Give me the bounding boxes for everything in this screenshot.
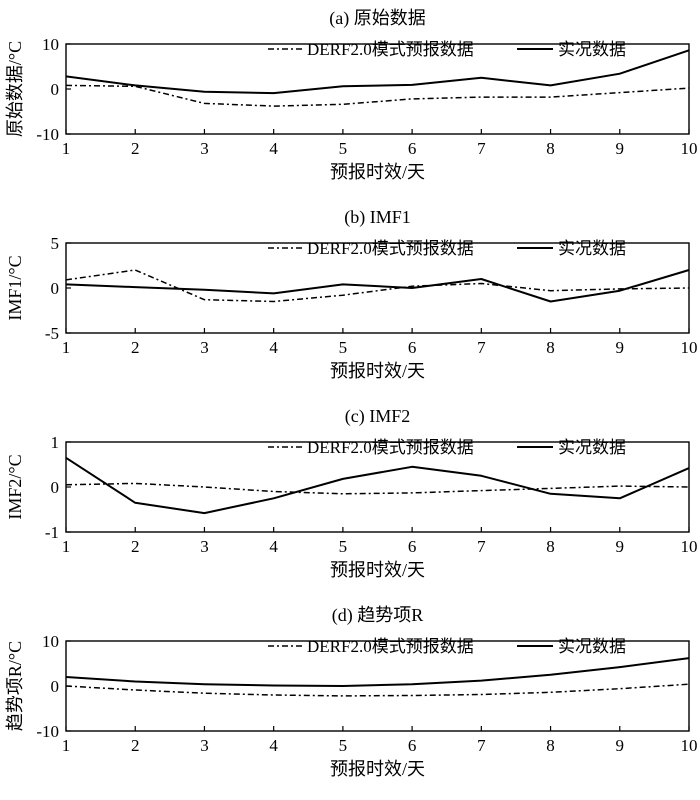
x-tick-label: 10 xyxy=(681,139,698,158)
y-axis-label: IMF1/°C xyxy=(5,255,25,320)
legend-label-1: DERF2.0模式预报数据 xyxy=(307,438,474,457)
chart-panel-2: (b) IMF1 1 2 3 4 5 6 7 8 9 10 -5 0 5 预报时效/天 IMF1/°C DERF… xyxy=(5,207,698,381)
y-tick-label: 0 xyxy=(51,478,60,497)
series-line-2 xyxy=(65,269,690,303)
y-axis-label: IMF2/°C xyxy=(5,454,25,519)
legend: DERF2.0模式预报数据 实况数据 xyxy=(268,637,626,656)
x-tick-label: 5 xyxy=(339,736,348,755)
x-tick-label: 2 xyxy=(131,338,140,357)
y-tick-label: -5 xyxy=(45,324,59,343)
x-tick-label: 9 xyxy=(616,139,625,158)
chart-panel-1: (a) 原始数据 1 2 3 4 5 6 7 8 9 10 -10 0 10 预报时效/天 原始数据/°C DE… xyxy=(5,8,698,182)
x-tick-label: 4 xyxy=(269,139,278,158)
legend: DERF2.0模式预报数据 实况数据 xyxy=(268,40,626,59)
legend: DERF2.0模式预报数据 实况数据 xyxy=(268,239,626,258)
y-tick-label: 0 xyxy=(51,279,60,298)
legend-label-1: DERF2.0模式预报数据 xyxy=(307,40,474,59)
x-tick-label: 9 xyxy=(616,537,625,556)
x-tick-label: 9 xyxy=(616,338,625,357)
x-tick-label: 2 xyxy=(131,537,140,556)
x-axis-label: 预报时效/天 xyxy=(330,361,425,381)
legend-label-2: 实况数据 xyxy=(558,637,626,656)
x-tick-label: 6 xyxy=(408,537,417,556)
x-tick-label: 7 xyxy=(477,139,486,158)
x-tick-label: 4 xyxy=(269,338,278,357)
legend-label-1: DERF2.0模式预报数据 xyxy=(307,239,474,258)
x-tick-label: 1 xyxy=(62,338,71,357)
x-tick-label: 10 xyxy=(681,736,698,755)
y-tick-label: -10 xyxy=(36,125,59,144)
x-tick-label: 8 xyxy=(546,736,555,755)
x-tick-label: 3 xyxy=(200,537,209,556)
y-tick-label: 10 xyxy=(42,35,59,54)
y-tick-label: -1 xyxy=(45,523,59,542)
x-tick-label: 1 xyxy=(62,736,71,755)
x-axis-label: 预报时效/天 xyxy=(330,759,425,779)
x-tick-label: 4 xyxy=(269,537,278,556)
series-line-1 xyxy=(65,269,690,303)
x-tick-label: 7 xyxy=(477,736,486,755)
y-tick-label: 1 xyxy=(51,433,60,452)
y-tick-label: -10 xyxy=(36,722,59,741)
x-tick-label: 8 xyxy=(546,139,555,158)
x-tick-label: 5 xyxy=(339,139,348,158)
x-axis-label: 预报时效/天 xyxy=(330,560,425,580)
x-tick-label: 7 xyxy=(477,537,486,556)
x-tick-label: 2 xyxy=(131,736,140,755)
x-tick-label: 1 xyxy=(62,537,71,556)
series-line-2 xyxy=(65,49,690,95)
chart-title: (b) IMF1 xyxy=(344,207,411,228)
y-tick-label: 10 xyxy=(42,632,59,651)
x-tick-label: 9 xyxy=(616,736,625,755)
series-line-1 xyxy=(65,84,690,107)
legend-label-2: 实况数据 xyxy=(558,40,626,59)
x-tick-label: 8 xyxy=(546,338,555,357)
legend-label-1: DERF2.0模式预报数据 xyxy=(307,637,474,656)
legend: DERF2.0模式预报数据 实况数据 xyxy=(268,438,626,457)
legend-label-2: 实况数据 xyxy=(558,438,626,457)
x-tick-label: 1 xyxy=(62,139,71,158)
x-tick-label: 10 xyxy=(681,537,698,556)
y-tick-label: 5 xyxy=(51,234,60,253)
x-tick-label: 6 xyxy=(408,338,417,357)
x-tick-label: 6 xyxy=(408,736,417,755)
y-axis-label: 原始数据/°C xyxy=(5,41,25,137)
x-tick-label: 7 xyxy=(477,338,486,357)
x-axis-label: 预报时效/天 xyxy=(330,162,425,182)
x-tick-label: 3 xyxy=(200,338,209,357)
chart-title: (d) 趋势项R xyxy=(332,605,424,626)
chart-panel-4: (d) 趋势项R 1 2 3 4 5 6 7 8 9 10 -10 0 10 预报时效/天 趋势项R/°C DE… xyxy=(5,605,698,779)
x-tick-label: 10 xyxy=(681,338,698,357)
series-line-2 xyxy=(65,456,690,515)
chart-panel-3: (c) IMF2 1 2 3 4 5 6 7 8 9 10 -1 0 1 预报时效/天 IMF2/°C DERF… xyxy=(5,406,698,580)
x-tick-label: 5 xyxy=(339,537,348,556)
x-tick-label: 5 xyxy=(339,338,348,357)
series-line-1 xyxy=(65,683,690,697)
x-tick-label: 6 xyxy=(408,139,417,158)
x-tick-label: 8 xyxy=(546,537,555,556)
x-tick-label: 2 xyxy=(131,139,140,158)
x-tick-label: 3 xyxy=(200,139,209,158)
legend-label-2: 实况数据 xyxy=(558,239,626,258)
x-tick-label: 4 xyxy=(269,736,278,755)
series-line-1 xyxy=(65,482,690,495)
x-tick-label: 3 xyxy=(200,736,209,755)
y-tick-label: 0 xyxy=(51,677,60,696)
y-tick-label: 0 xyxy=(51,80,60,99)
y-axis-label: 趋势项R/°C xyxy=(5,641,25,731)
chart-title: (c) IMF2 xyxy=(345,406,411,427)
series-line-2 xyxy=(65,657,690,687)
chart-title: (a) 原始数据 xyxy=(329,8,425,29)
